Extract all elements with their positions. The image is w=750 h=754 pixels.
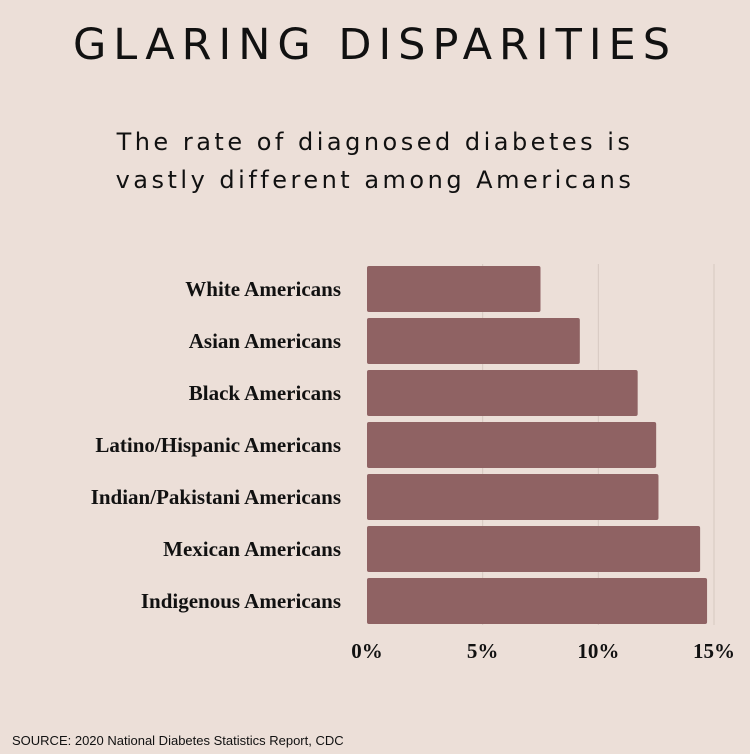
x-tick-label: 10%	[577, 639, 619, 663]
bar	[367, 422, 657, 468]
bar	[367, 266, 541, 312]
chart-title: GLARING DISPARITIES	[72, 20, 678, 70]
x-tick-label: 0%	[351, 639, 383, 663]
category-label: Latino/Hispanic Americans	[95, 433, 341, 457]
bar	[367, 318, 580, 364]
bar	[367, 526, 701, 572]
category-label: Mexican Americans	[163, 537, 341, 561]
category-label: Black Americans	[189, 381, 341, 405]
subtitle-line-2: vastly different among Americans	[115, 166, 635, 194]
category-label: Indian/Pakistani Americans	[91, 485, 341, 509]
subtitle-line-1: The rate of diagnosed diabetes is	[116, 128, 634, 156]
bar	[367, 370, 638, 416]
x-tick-label: 5%	[467, 639, 499, 663]
bar	[367, 474, 659, 520]
source-note: SOURCE: 2020 National Diabetes Statistic…	[12, 733, 344, 748]
x-tick-label: 15%	[693, 639, 735, 663]
chart-subtitle: The rate of diagnosed diabetes is vastly…	[0, 123, 750, 199]
bar	[367, 578, 708, 624]
category-label: White Americans	[185, 277, 341, 301]
category-label: Asian Americans	[189, 329, 341, 353]
category-label: Indigenous Americans	[141, 589, 341, 613]
